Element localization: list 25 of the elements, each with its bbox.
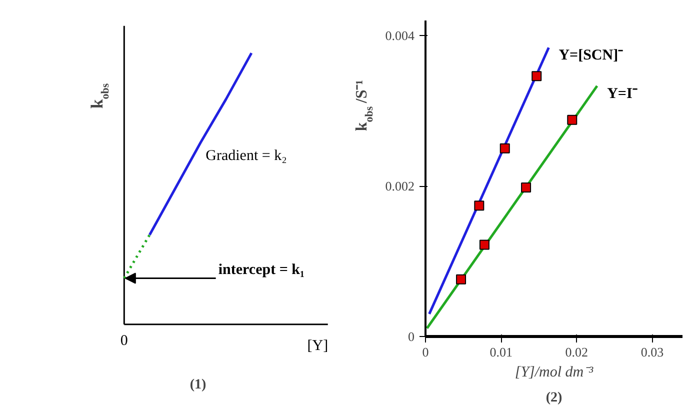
point [474, 200, 484, 211]
x-axis-title: [Y]/mol dm⁻³ [514, 364, 594, 380]
y-tick-label: 0 [408, 329, 414, 344]
y-axis-title: kobs/S⁻¹ [354, 80, 376, 132]
point [479, 240, 490, 250]
text: (2) [546, 390, 562, 406]
x-tick-label: 0.01 [490, 344, 512, 360]
series-label: Y=[SCN]⁻ [558, 48, 624, 64]
x-axis-title: [Y] [307, 338, 328, 354]
x-tick-label: 0.03 [640, 344, 664, 360]
x-tick-label: 0.02 [565, 344, 588, 360]
point [500, 143, 510, 154]
text: (1) [190, 378, 206, 392]
point [521, 182, 532, 193]
y-tick-label: 0.004 [385, 28, 415, 44]
point [567, 114, 578, 125]
text: 0 [120, 333, 128, 350]
y-axis-title: kobs [87, 82, 112, 109]
point [532, 71, 542, 82]
series-label: Y=I⁻ [607, 86, 638, 102]
y-tick-label: 0.002 [385, 178, 414, 194]
x-tick-label: 0 [422, 344, 429, 360]
annotation: Gradient = k₂ [206, 148, 287, 164]
annotation: intercept = k₁ [218, 262, 304, 278]
point [456, 274, 466, 284]
